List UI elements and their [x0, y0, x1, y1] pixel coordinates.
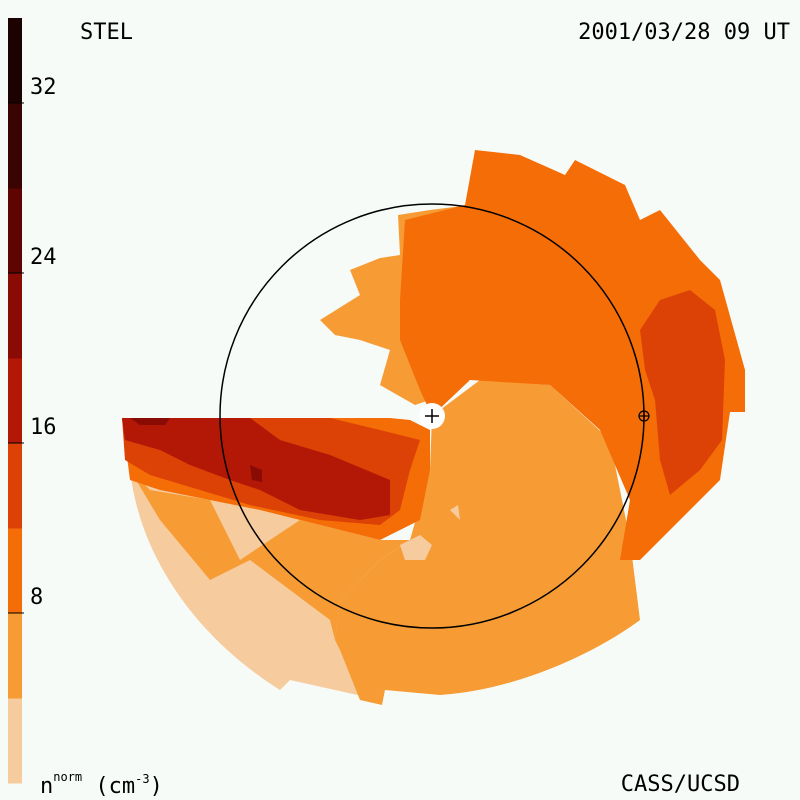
colorbar-tick-label-8: 8	[30, 585, 44, 610]
density-map	[122, 150, 745, 705]
earth-marker	[638, 410, 650, 422]
station-label: STEL	[80, 20, 133, 45]
colorbar-level-8	[8, 18, 22, 104]
density-region-medium-west	[130, 470, 410, 640]
colorbar-unit-label: nnorm (cm-3)	[40, 770, 163, 799]
timestamp-label: 2001/03/28 09 UT	[578, 20, 790, 45]
colorbar-level-2	[8, 528, 22, 614]
colorbar-tick-label-16: 16	[30, 415, 57, 440]
unit-exponent: -3	[135, 772, 150, 786]
sun-marker	[419, 403, 445, 429]
colorbar	[8, 18, 24, 784]
colorbar-level-0	[8, 698, 22, 784]
unit-paren: (cm	[95, 774, 136, 799]
colorbar-level-6	[8, 188, 22, 274]
colorbar-level-1	[8, 613, 22, 699]
colorbar-tick-label-24: 24	[30, 245, 57, 270]
unit-superscript: norm	[53, 770, 83, 784]
colorbar-level-3	[8, 443, 22, 529]
density-region-patch	[400, 505, 460, 560]
unit-close: )	[149, 774, 163, 799]
credit-label: CASS/UCSD	[620, 772, 740, 797]
unit-symbol: n	[40, 774, 54, 799]
colorbar-level-4	[8, 358, 22, 444]
colorbar-level-7	[8, 103, 22, 189]
colorbar-tick-label-32: 32	[30, 75, 57, 100]
density-region-dark-east	[640, 290, 725, 495]
density-region-medium	[335, 380, 640, 705]
density-region-west-darkred	[130, 418, 262, 482]
density-region-bright	[400, 150, 745, 560]
colorbar-level-5	[8, 273, 22, 359]
